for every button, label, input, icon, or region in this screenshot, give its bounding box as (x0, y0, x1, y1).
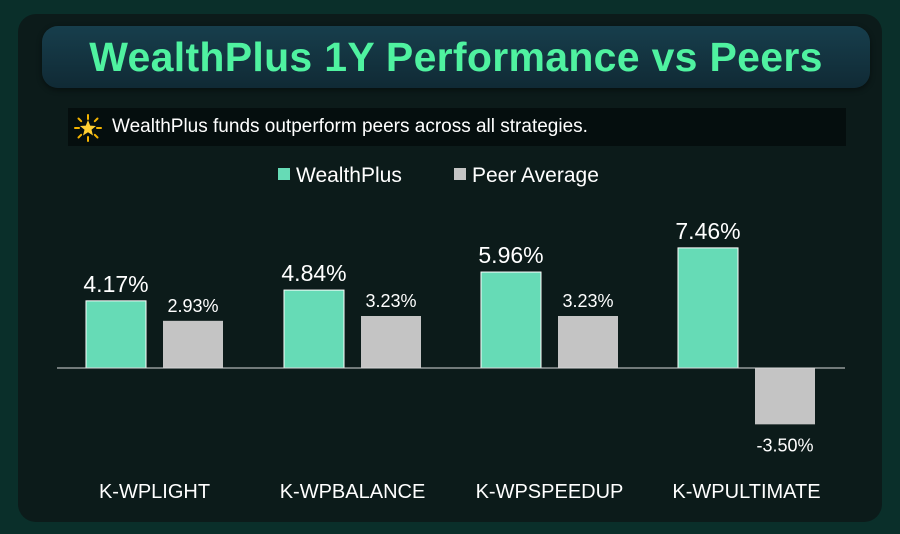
sparkle-star-icon (74, 114, 102, 142)
peer-average-bar-2 (558, 315, 618, 368)
peer-average-bar-0 (163, 320, 223, 368)
category-label-1: K-WPBALANCE (280, 481, 426, 503)
wealthplus-bar-0 (85, 300, 147, 369)
peer-average-bar-1 (361, 315, 421, 368)
wealthplus-value-label-3: 7.46% (675, 218, 740, 244)
category-label-2: K-WPSPEEDUP (476, 481, 624, 503)
wealthplus-bar-1 (283, 289, 345, 369)
subtitle-bar: WealthPlus funds outperform peers across… (68, 108, 846, 146)
peer-average-value-label-0: 2.93% (167, 296, 218, 316)
legend-label-peer-average: Peer Average (472, 164, 599, 187)
category-label-0: K-WPLIGHT (99, 481, 210, 503)
wealthplus-value-label-1: 4.84% (281, 260, 346, 286)
chart-subtitle: WealthPlus funds outperform peers across… (112, 116, 588, 137)
wealthplus-bar-2 (480, 271, 542, 369)
peer-average-value-label-1: 3.23% (365, 291, 416, 311)
legend-label-wealthplus: WealthPlus (296, 164, 402, 187)
peer-average-value-label-3: -3.50% (756, 435, 813, 455)
peer-average-value-label-2: 3.23% (562, 291, 613, 311)
wealthplus-value-label-0: 4.17% (83, 271, 148, 297)
category-label-3: K-WPULTIMATE (672, 481, 820, 503)
wealthplus-value-label-2: 5.96% (478, 242, 543, 268)
wealthplus-bar-3 (677, 247, 739, 369)
chart-title: WealthPlus 1Y Performance vs Peers (89, 34, 823, 80)
legend-swatch-peer-average (454, 168, 466, 180)
title-banner: WealthPlus 1Y Performance vs Peers (42, 26, 870, 88)
peer-average-bar-3 (755, 368, 815, 425)
legend-swatch-wealthplus (278, 168, 290, 180)
